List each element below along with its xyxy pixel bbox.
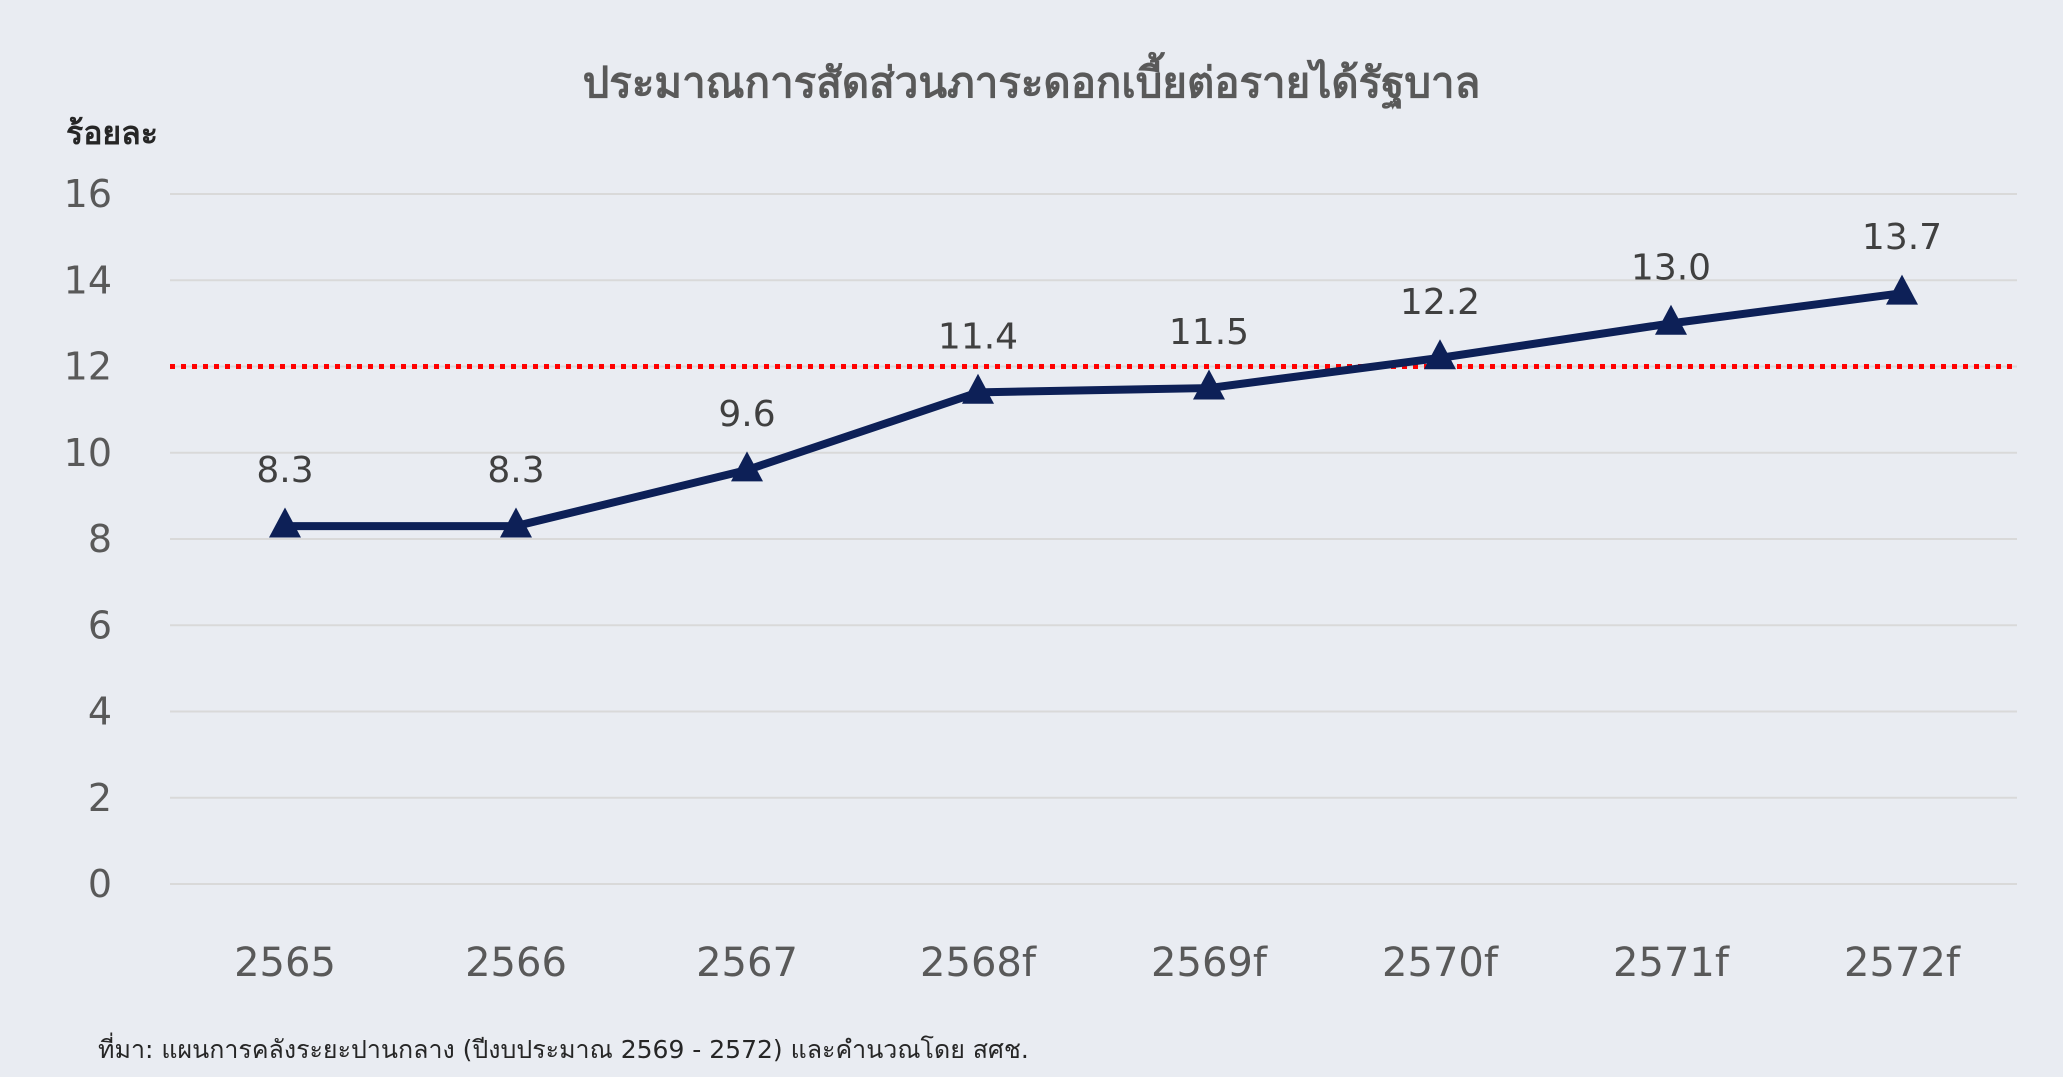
y-tick-label: 16 [64, 172, 112, 216]
y-tick-label: 4 [88, 690, 112, 734]
y-axis-tick-labels: 0 2 4 6 8 10 12 14 16 [64, 172, 112, 906]
data-point-marker [731, 451, 763, 482]
chart-title: ประมาณการสัดส่วนภาระดอกเบี้ยต่อรายได้รัฐ… [582, 58, 1481, 107]
x-tick-label: 2565 [234, 940, 336, 986]
data-label: 11.4 [938, 316, 1018, 357]
data-labels: 8.3 8.3 9.6 11.4 11.5 12.2 13.0 13.7 [256, 217, 1942, 491]
data-point-marker [1886, 274, 1918, 305]
x-tick-label: 2571f [1613, 940, 1730, 986]
line-chart: 0 2 4 6 8 10 12 14 16 2565 2566 2567 2568f 2569f 2570… [64, 172, 2017, 986]
x-axis-tick-labels: 2565 2566 2567 2568f 2569f 2570f 2571f 2572f [234, 940, 1961, 986]
data-label: 13.0 [1631, 247, 1711, 288]
x-tick-label: 2570f [1382, 940, 1499, 986]
source-note: ที่มา: แผนการคลังระยะปานกลาง (ปีงบประมาณ… [98, 1035, 1029, 1064]
data-label: 8.3 [487, 450, 544, 491]
x-tick-label: 2569f [1151, 940, 1268, 986]
x-tick-label: 2566 [465, 940, 567, 986]
data-point-marker [962, 373, 994, 404]
data-point-marker [269, 507, 301, 538]
x-tick-label: 2567 [696, 940, 798, 986]
data-label: 9.6 [718, 394, 775, 435]
y-tick-label: 8 [88, 517, 112, 561]
data-point-marker [1193, 369, 1225, 400]
x-tick-label: 2568f [920, 940, 1037, 986]
series-layer [269, 274, 1918, 538]
data-point-marker [1655, 304, 1687, 335]
x-tick-label: 2572f [1844, 940, 1961, 986]
series-line [281, 289, 1906, 531]
y-tick-label: 12 [64, 345, 112, 389]
y-tick-label: 6 [88, 603, 112, 647]
data-point-marker [500, 507, 532, 538]
data-label: 12.2 [1400, 282, 1480, 323]
data-point-marker [1424, 339, 1456, 370]
y-tick-label: 10 [64, 431, 112, 475]
y-tick-label: 2 [88, 776, 112, 820]
y-axis-unit-label: ร้อยละ [66, 114, 158, 152]
y-tick-label: 14 [64, 258, 112, 302]
data-label: 13.7 [1862, 217, 1942, 258]
gridlines [170, 193, 2017, 885]
y-tick-label: 0 [88, 862, 112, 906]
data-label: 8.3 [256, 450, 313, 491]
data-label: 11.5 [1169, 312, 1249, 353]
